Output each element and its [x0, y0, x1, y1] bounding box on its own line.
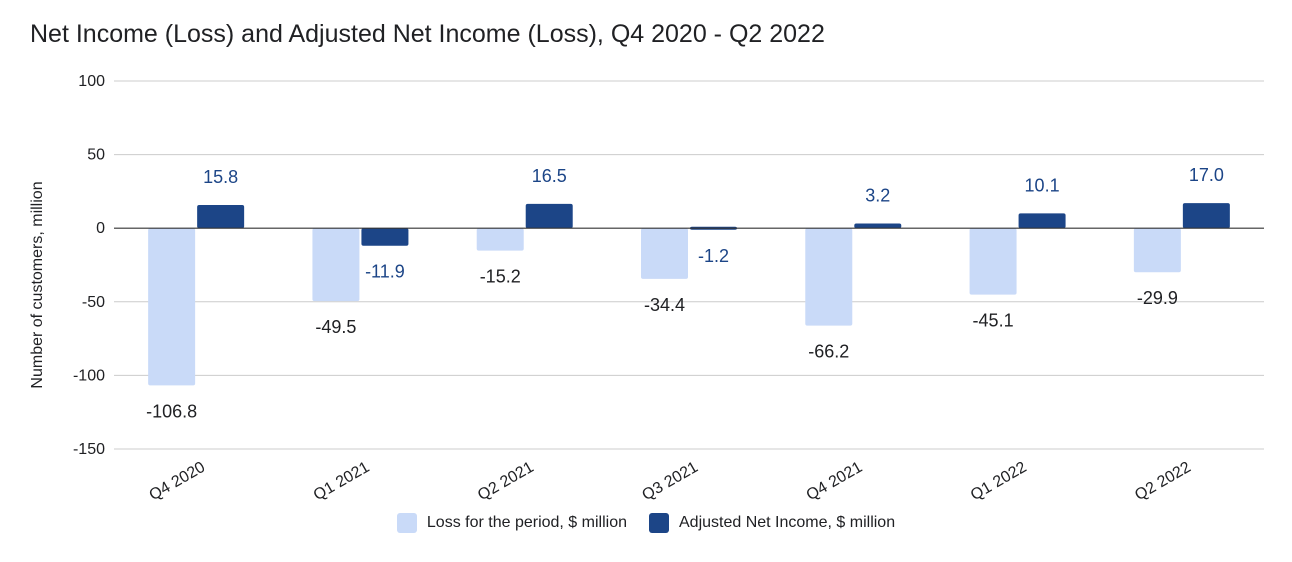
data-label-adjusted: 17.0 [1189, 165, 1224, 185]
data-label-loss: -66.2 [808, 342, 849, 362]
chart-title: Net Income (Loss) and Adjusted Net Incom… [30, 20, 825, 48]
x-tick-label: Q2 2022 [1132, 459, 1194, 504]
gridlines [114, 80, 1264, 450]
data-label-adjusted: 10.1 [1025, 175, 1060, 195]
bars [148, 203, 1230, 386]
bar-loss [969, 228, 1017, 295]
legend-item-loss: Loss for the period, $ million [396, 513, 627, 533]
bar-adjusted [361, 228, 409, 246]
bar-adjusted [854, 223, 902, 229]
y-tick-label: -50 [82, 294, 105, 311]
y-axis-label: Number of customers, million [29, 181, 46, 388]
x-tick-label: Q2 2021 [475, 459, 537, 504]
data-labels: -106.8 15.8 -49.5 -11.9 -15.2 16.5 -34.4 -1.2 -6… [146, 165, 1224, 421]
data-label-adjusted: 15.8 [203, 167, 238, 187]
x-tick-label: Q1 2021 [311, 459, 373, 504]
data-label-loss: -106.8 [146, 401, 197, 421]
bar-adjusted [1018, 213, 1066, 229]
x-tick-label: Q4 2021 [804, 459, 866, 504]
legend-item-adjusted: Adjusted Net Income, $ million [649, 513, 895, 533]
bar-adjusted [525, 203, 573, 229]
x-tick-label: Q4 2020 [146, 459, 208, 504]
bar-loss [148, 228, 196, 386]
y-tick-label: -100 [73, 367, 105, 384]
bar-loss [476, 228, 524, 251]
legend-swatch-loss [396, 513, 417, 533]
legend-swatch-adjusted [649, 513, 669, 533]
y-tick-label: 0 [96, 220, 105, 237]
y-tick-label: 100 [78, 73, 105, 90]
bar-adjusted [1182, 203, 1230, 229]
bar-loss [1133, 228, 1181, 273]
legend-label-loss: Loss for the period, $ million [426, 514, 627, 531]
x-axis-ticks: Q4 2020 Q1 2021 Q2 2021 Q3 2021 Q4 2021 Q1 20… [146, 459, 1193, 504]
data-label-loss: -34.4 [644, 295, 685, 315]
data-label-adjusted: -1.2 [698, 246, 729, 266]
data-label-loss: -49.5 [315, 317, 356, 337]
legend: Loss for the period, $ million Adjusted … [0, 513, 1292, 533]
bar-loss [312, 228, 360, 302]
bar-adjusted [197, 204, 245, 229]
bar-loss [641, 228, 688, 279]
data-label-adjusted: 3.2 [865, 185, 890, 205]
y-tick-label: 50 [87, 147, 105, 164]
data-label-loss: -45.1 [973, 311, 1014, 331]
data-label-adjusted: -11.9 [365, 262, 405, 282]
bar-loss [805, 228, 853, 326]
legend-label-adjusted: Adjusted Net Income, $ million [679, 514, 896, 531]
data-label-loss: -15.2 [480, 267, 521, 287]
y-tick-label: -150 [73, 441, 105, 458]
y-axis-ticks: 100 50 0 -50 -100 -150 [73, 73, 105, 458]
x-tick-label: Q1 2022 [968, 459, 1030, 504]
x-tick-label: Q3 2021 [639, 459, 701, 504]
data-label-loss: -29.9 [1137, 288, 1178, 308]
data-label-adjusted: 16.5 [532, 166, 567, 186]
